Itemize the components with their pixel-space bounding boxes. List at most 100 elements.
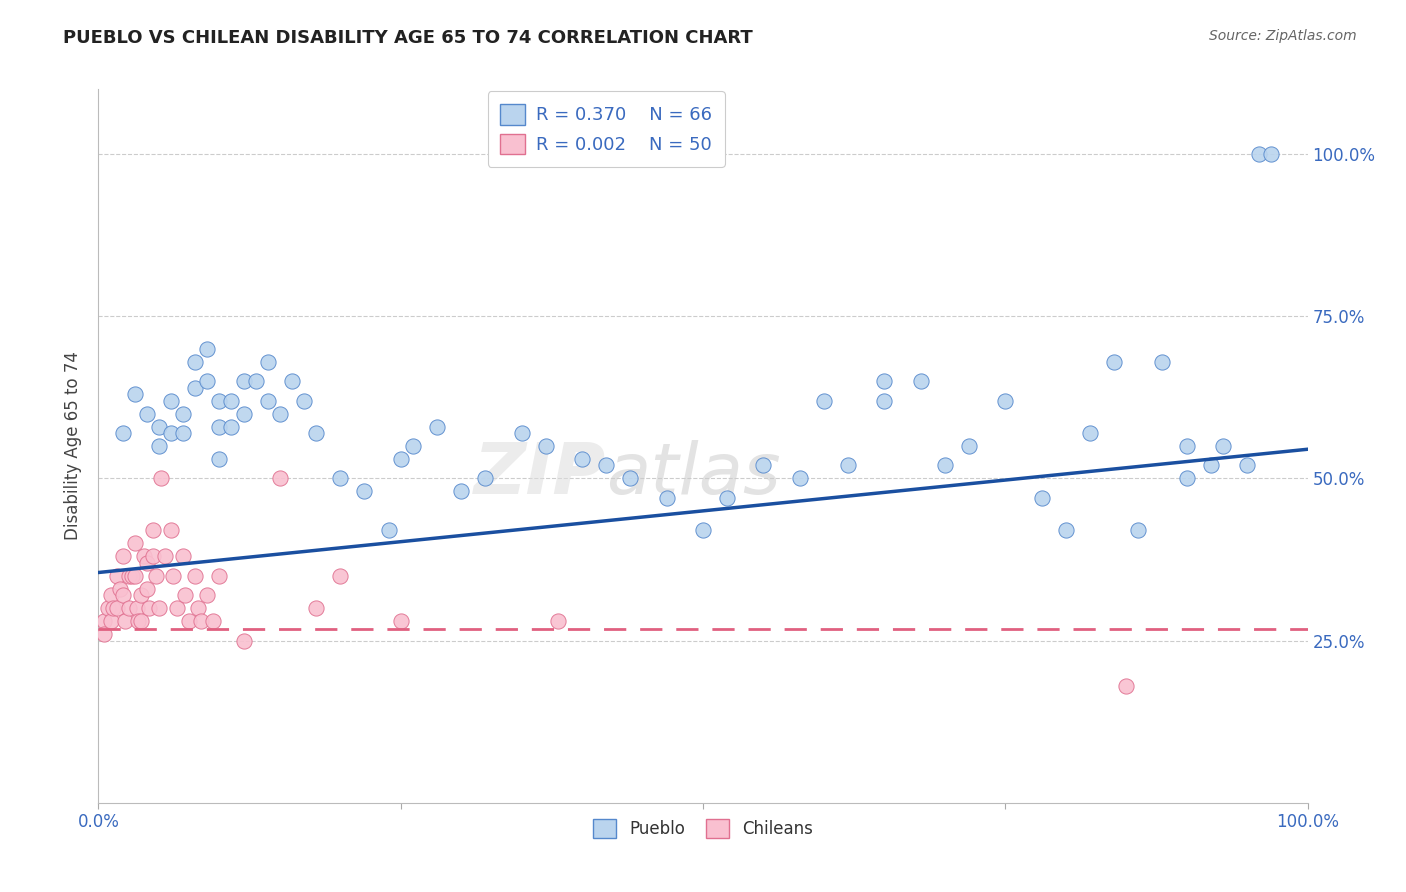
Point bbox=[124, 536, 146, 550]
Point bbox=[1212, 439, 1234, 453]
Point bbox=[994, 393, 1017, 408]
Point bbox=[305, 601, 328, 615]
Point bbox=[174, 588, 197, 602]
Point bbox=[195, 342, 218, 356]
Point bbox=[135, 582, 157, 596]
Text: Source: ZipAtlas.com: Source: ZipAtlas.com bbox=[1209, 29, 1357, 44]
Y-axis label: Disability Age 65 to 74: Disability Age 65 to 74 bbox=[65, 351, 83, 541]
Point bbox=[1175, 471, 1198, 485]
Text: ZIP: ZIP bbox=[474, 440, 606, 509]
Point bbox=[1199, 458, 1222, 473]
Point bbox=[619, 471, 641, 485]
Point bbox=[97, 601, 120, 615]
Text: PUEBLO VS CHILEAN DISABILITY AGE 65 TO 74 CORRELATION CHART: PUEBLO VS CHILEAN DISABILITY AGE 65 TO 7… bbox=[63, 29, 754, 47]
Point bbox=[232, 407, 254, 421]
Point bbox=[93, 627, 115, 641]
Point bbox=[160, 393, 183, 408]
Text: atlas: atlas bbox=[606, 440, 780, 509]
Point bbox=[101, 601, 124, 615]
Point bbox=[208, 419, 231, 434]
Point bbox=[873, 374, 896, 388]
Point bbox=[292, 393, 315, 408]
Point bbox=[595, 458, 617, 473]
Point bbox=[692, 524, 714, 538]
Point bbox=[134, 549, 156, 564]
Point bbox=[118, 601, 141, 615]
Point bbox=[105, 601, 128, 615]
Point bbox=[752, 458, 775, 473]
Point bbox=[135, 556, 157, 570]
Point bbox=[142, 524, 165, 538]
Point bbox=[329, 471, 352, 485]
Point bbox=[256, 354, 278, 368]
Point bbox=[655, 491, 678, 505]
Point bbox=[1249, 147, 1271, 161]
Point bbox=[172, 425, 194, 440]
Point bbox=[789, 471, 811, 485]
Point bbox=[813, 393, 835, 408]
Point bbox=[426, 419, 449, 434]
Point bbox=[389, 614, 412, 628]
Point bbox=[208, 452, 231, 467]
Point bbox=[957, 439, 980, 453]
Point bbox=[187, 601, 209, 615]
Point bbox=[245, 374, 267, 388]
Point bbox=[269, 471, 291, 485]
Point bbox=[208, 393, 231, 408]
Point bbox=[118, 568, 141, 582]
Point bbox=[166, 601, 188, 615]
Point bbox=[129, 614, 152, 628]
Point bbox=[474, 471, 496, 485]
Point bbox=[1128, 524, 1150, 538]
Point bbox=[837, 458, 859, 473]
Point bbox=[232, 374, 254, 388]
Point bbox=[108, 582, 131, 596]
Point bbox=[221, 419, 243, 434]
Point bbox=[129, 588, 152, 602]
Point bbox=[153, 549, 176, 564]
Point bbox=[208, 568, 231, 582]
Point bbox=[148, 601, 170, 615]
Point bbox=[1102, 354, 1125, 368]
Point bbox=[111, 425, 134, 440]
Point bbox=[160, 425, 183, 440]
Point bbox=[184, 568, 207, 582]
Point bbox=[202, 614, 225, 628]
Point bbox=[172, 407, 194, 421]
Point bbox=[184, 354, 207, 368]
Point bbox=[160, 524, 183, 538]
Point bbox=[329, 568, 352, 582]
Point bbox=[873, 393, 896, 408]
Point bbox=[150, 471, 173, 485]
Point bbox=[402, 439, 425, 453]
Point bbox=[1115, 679, 1137, 693]
Point bbox=[1078, 425, 1101, 440]
Point bbox=[100, 614, 122, 628]
Point bbox=[121, 568, 143, 582]
Point bbox=[221, 393, 243, 408]
Point bbox=[145, 568, 167, 582]
Point bbox=[148, 439, 170, 453]
Point bbox=[179, 614, 201, 628]
Point bbox=[124, 387, 146, 401]
Point bbox=[1175, 439, 1198, 453]
Point bbox=[100, 588, 122, 602]
Point bbox=[305, 425, 328, 440]
Point bbox=[111, 549, 134, 564]
Point bbox=[190, 614, 212, 628]
Point bbox=[111, 588, 134, 602]
Point bbox=[1236, 458, 1258, 473]
Point bbox=[450, 484, 472, 499]
Point bbox=[1152, 354, 1174, 368]
Point bbox=[127, 601, 149, 615]
Point bbox=[93, 614, 115, 628]
Point bbox=[1260, 147, 1282, 161]
Point bbox=[114, 614, 136, 628]
Point bbox=[105, 568, 128, 582]
Point bbox=[571, 452, 593, 467]
Point bbox=[195, 374, 218, 388]
Legend: Pueblo, Chileans: Pueblo, Chileans bbox=[586, 812, 820, 845]
Point bbox=[142, 549, 165, 564]
Point bbox=[1031, 491, 1053, 505]
Point bbox=[377, 524, 399, 538]
